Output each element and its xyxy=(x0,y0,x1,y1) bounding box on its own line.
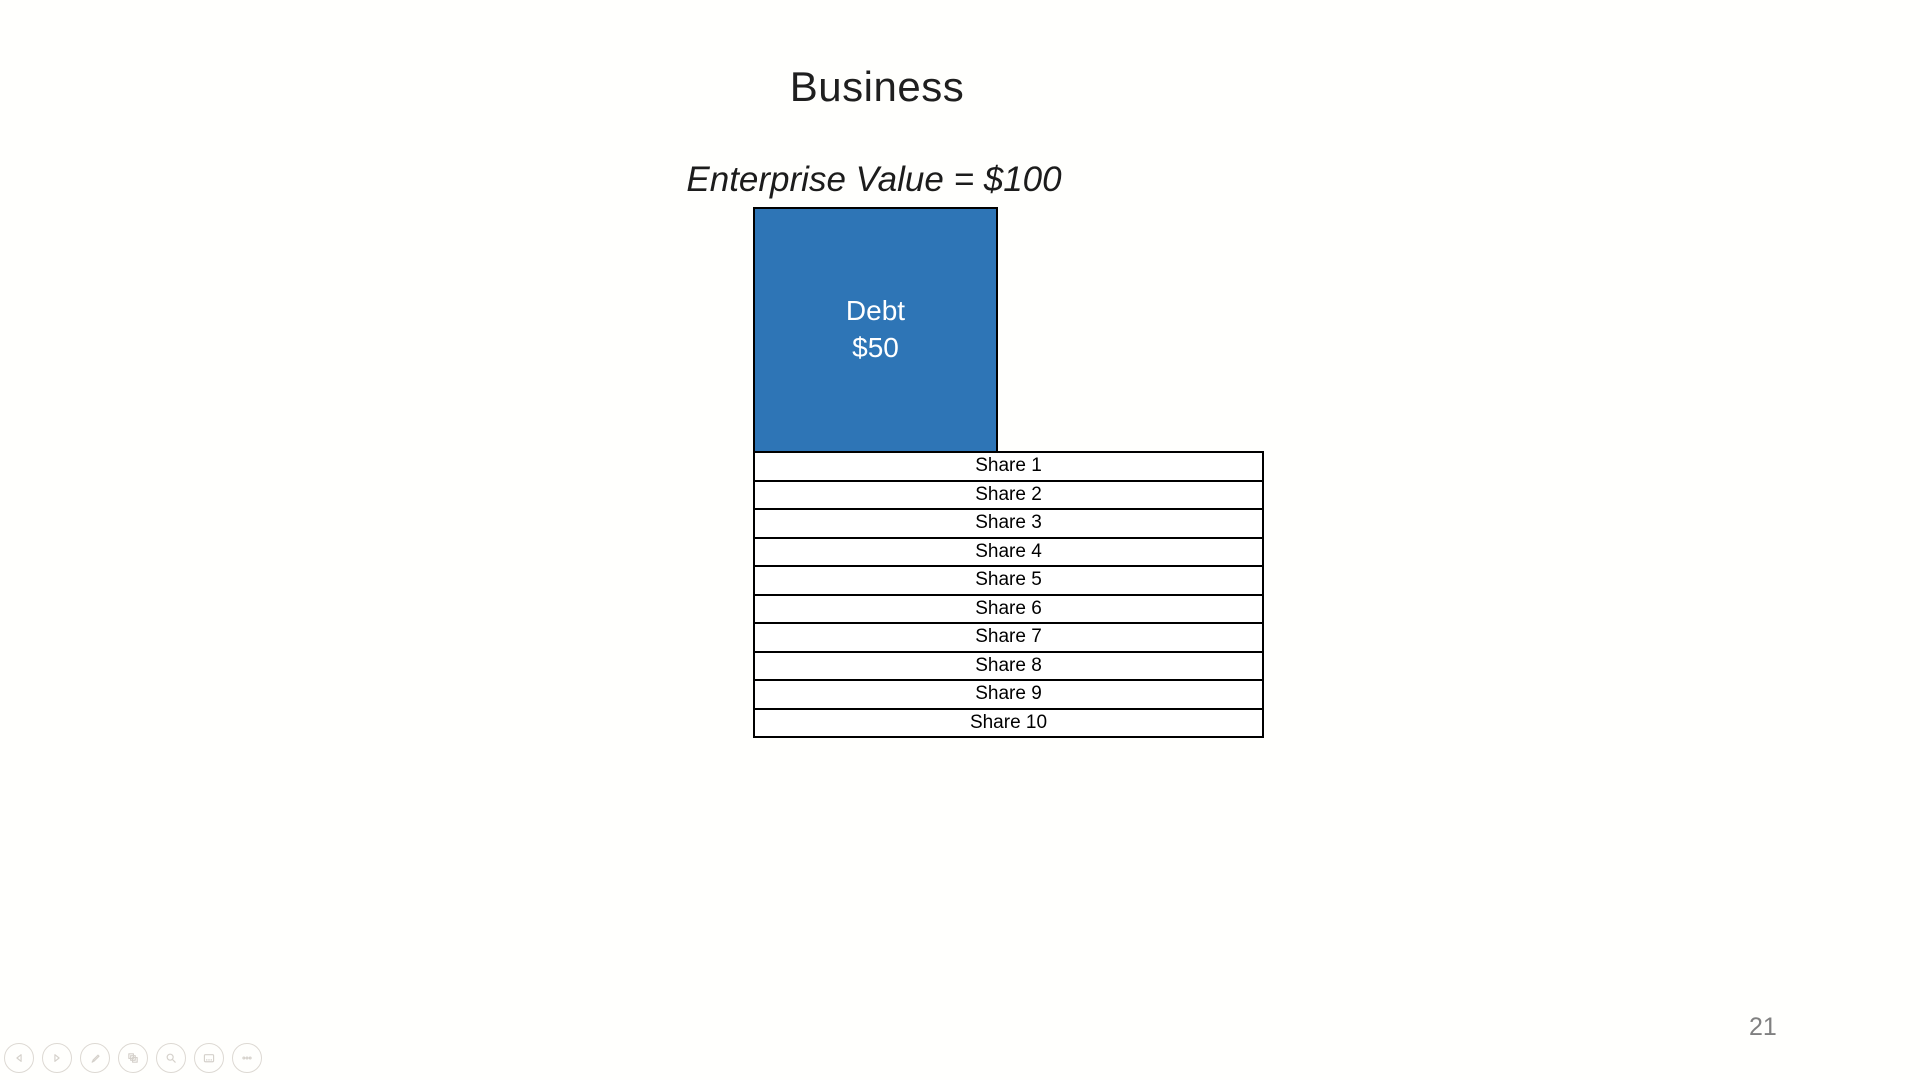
magnifier-icon xyxy=(166,1053,176,1063)
next-slide-button[interactable] xyxy=(42,1043,72,1073)
pen-icon xyxy=(91,1054,100,1063)
captions-icon xyxy=(203,1054,215,1063)
share-row: Share 1 xyxy=(755,453,1262,482)
share-row: Share 10 xyxy=(969,711,1048,733)
enterprise-value-caption: Enterprise Value = $100 xyxy=(686,160,1062,199)
share-row: Share 3 xyxy=(755,510,1262,539)
ellipsis-icon xyxy=(242,1056,252,1060)
debt-shape: Debt $50 xyxy=(753,207,998,453)
share-row: Share 7 xyxy=(755,624,1262,653)
share-row: Share 4 xyxy=(755,539,1262,567)
slide-page-number: 21 xyxy=(1749,1013,1777,1041)
shares-table: Share 1 Share 2 Share 3 Share 4 Share 5 … xyxy=(753,451,1264,738)
share-row: Share 6 xyxy=(755,596,1262,624)
triangle-right-icon xyxy=(54,1054,60,1062)
pen-tools-button[interactable] xyxy=(80,1043,110,1073)
previous-slide-button[interactable] xyxy=(4,1043,34,1073)
tiles-icon xyxy=(128,1053,138,1063)
debt-label: Debt xyxy=(845,295,906,327)
more-options-button[interactable] xyxy=(232,1043,262,1073)
share-row: Share 8 xyxy=(755,653,1262,681)
share-row: Share 5 xyxy=(755,567,1262,596)
subtitles-button[interactable] xyxy=(194,1043,224,1073)
see-all-slides-button[interactable] xyxy=(118,1043,148,1073)
slide-title: Business xyxy=(789,63,965,110)
zoom-slide-button[interactable] xyxy=(156,1043,186,1073)
debt-value: $50 xyxy=(852,332,899,363)
share-row: Share 2 xyxy=(755,482,1262,510)
share-row: Share 9 xyxy=(755,681,1262,710)
triangle-left-icon xyxy=(16,1054,22,1062)
presenter-toolbar xyxy=(4,1043,262,1073)
